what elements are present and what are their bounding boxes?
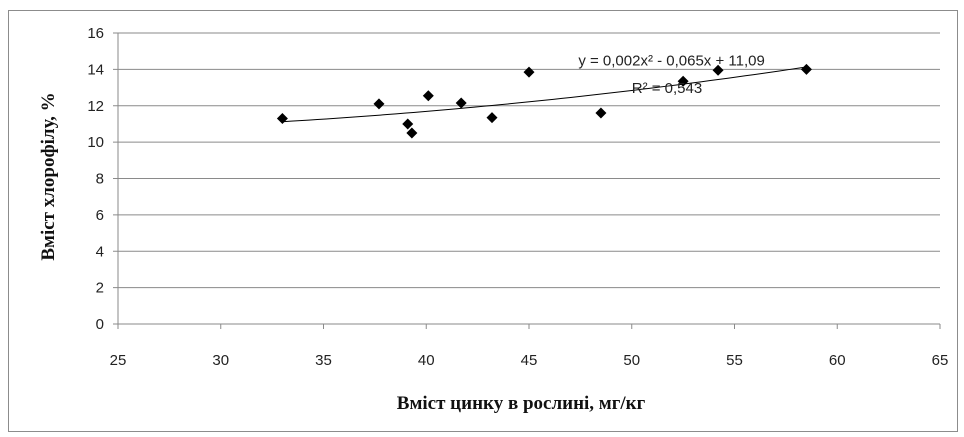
axes: 0 2 4 6 8 10 12 14 16 25 30 35 40 45 50 55 60 65 xyxy=(87,25,948,369)
y-tick-label: 8 xyxy=(96,171,104,188)
y-tick-label: 14 xyxy=(87,61,104,78)
trendline-equation: y = 0,002x² - 0,065x + 11,09 xyxy=(578,53,765,70)
data-point xyxy=(595,107,607,119)
trendline xyxy=(282,66,807,123)
y-tick-label: 16 xyxy=(87,25,104,42)
y-tick-label: 6 xyxy=(96,207,104,224)
data-point xyxy=(373,98,385,110)
y-tick-label: 2 xyxy=(96,280,104,297)
chart-frame xyxy=(8,10,958,432)
y-tick-label: 10 xyxy=(87,134,104,151)
data-point xyxy=(677,75,689,87)
x-tick-label: 45 xyxy=(521,352,538,369)
data-point xyxy=(276,112,288,124)
data-point xyxy=(486,112,498,124)
data-point xyxy=(402,118,414,130)
x-tick-label: 50 xyxy=(623,352,640,369)
x-tick-label: 60 xyxy=(829,352,846,369)
y-tick-label: 12 xyxy=(87,98,104,115)
y-tick-label: 4 xyxy=(96,243,104,260)
x-tick-label: 65 xyxy=(932,352,949,369)
trendline-group xyxy=(282,66,807,123)
data-point xyxy=(523,66,535,78)
trendline-r2: R² = 0,543 xyxy=(632,80,702,97)
x-tick-label: 35 xyxy=(315,352,332,369)
data-point xyxy=(712,64,724,76)
x-tick-label: 25 xyxy=(110,352,127,369)
x-tick-label: 30 xyxy=(212,352,229,369)
y-axis-title: Вміст хлорофілу, % xyxy=(38,92,59,260)
x-axis-title: Вміст цинку в рослині, мг/кг xyxy=(397,393,646,414)
x-tick-label: 40 xyxy=(418,352,435,369)
y-tick-label: 0 xyxy=(96,316,104,333)
data-point xyxy=(800,63,812,75)
data-points xyxy=(276,63,812,139)
x-tick-label: 55 xyxy=(726,352,743,369)
data-point xyxy=(406,127,418,139)
data-point xyxy=(422,90,434,102)
data-point xyxy=(455,97,467,109)
